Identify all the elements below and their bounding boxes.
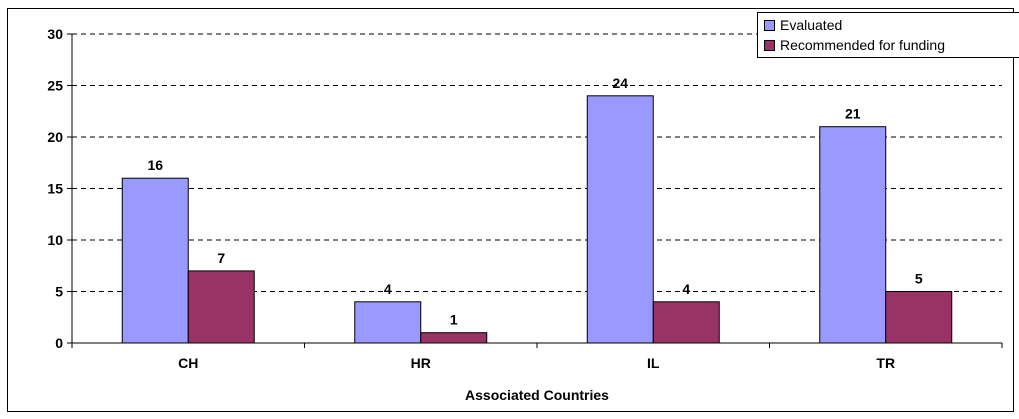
x-tick-label: CH [178,355,198,371]
data-label: 4 [384,281,392,297]
bar-ch-0 [121,177,189,344]
data-label: 7 [217,250,225,266]
data-label: 1 [450,312,458,328]
data-labels: 16 7 4 1 24 4 21 5 [147,75,922,328]
x-tick-label: IL [647,355,660,371]
x-tick-label: TR [876,355,895,371]
data-label: 4 [682,281,690,297]
legend-swatch-recommended [764,39,775,51]
y-tick-label: 15 [47,181,63,197]
data-label: 5 [915,271,923,287]
bar-tr-1 [885,291,953,344]
y-tick-label: 0 [55,335,63,351]
legend-swatch-evaluated [764,19,775,31]
y-tick-label: 10 [47,232,63,248]
x-tick-label: HR [411,355,431,371]
bars [121,95,953,344]
bar-tr-0 [819,126,887,344]
data-label: 16 [147,157,163,173]
legend-label-recommended: Recommended for funding [780,37,945,53]
bar-hr-0 [354,301,422,344]
data-label: 21 [845,106,861,122]
bar-ch-1 [187,270,255,344]
legend-item-recommended: Recommended for funding [764,36,945,54]
y-tick-label: 25 [47,78,63,94]
legend: Evaluated Recommended for funding [757,12,1019,58]
bar-il-1 [652,301,720,344]
bar-il-0 [586,95,654,344]
y-tick-label: 30 [47,26,63,42]
bar-hr-1 [420,332,488,344]
data-label: 24 [612,75,628,91]
y-tick-label: 20 [47,129,63,145]
legend-item-evaluated: Evaluated [764,16,842,34]
x-axis-title: Associated Countries [465,387,609,403]
legend-label-evaluated: Evaluated [780,17,843,33]
y-tick-label: 5 [55,284,63,300]
